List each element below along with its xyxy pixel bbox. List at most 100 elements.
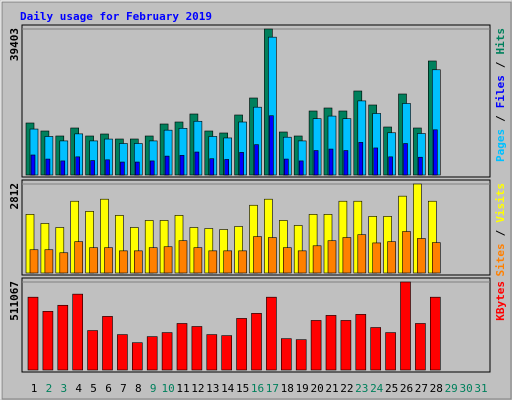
bar (313, 150, 319, 176)
bar (44, 249, 54, 274)
bar (429, 296, 441, 371)
bar (29, 249, 39, 274)
x-tick-label: 15 (236, 382, 249, 395)
bar (340, 320, 352, 371)
bar (176, 323, 188, 371)
bar (298, 160, 304, 176)
bar (223, 250, 232, 274)
bar (402, 231, 411, 274)
bar (357, 234, 367, 274)
bar (30, 154, 36, 176)
bar (161, 332, 173, 371)
bar (253, 236, 262, 274)
bar (432, 129, 438, 176)
bar (208, 250, 218, 274)
axis-title: Sites / Visits (494, 183, 507, 277)
bar (254, 144, 259, 176)
bar (268, 237, 277, 274)
bar (148, 247, 158, 274)
x-tick-label: 18 (281, 382, 294, 395)
bar (117, 334, 128, 371)
bar (57, 304, 69, 371)
x-tick-label: 20 (310, 382, 323, 395)
y-tick-label: 39403 (8, 28, 21, 61)
x-tick-label: 7 (120, 382, 127, 395)
bar (104, 247, 113, 274)
x-tick-label: 30 (459, 382, 472, 395)
bar (87, 330, 98, 371)
x-tick-label: 13 (206, 382, 219, 395)
bar (400, 281, 411, 371)
bar (134, 250, 143, 274)
x-tick-label: 9 (150, 382, 157, 395)
x-tick-label: 26 (400, 382, 413, 395)
bar (209, 158, 215, 176)
x-tick-label: 24 (370, 382, 384, 395)
x-tick-label: 29 (445, 382, 458, 395)
bar (90, 160, 95, 176)
bar (358, 142, 364, 176)
axis-title-part: / (494, 61, 507, 68)
axis-title-part: Sites (494, 243, 507, 276)
axis-title-part: Pages (494, 129, 507, 162)
bar (163, 246, 173, 274)
axis-title: KBytes (494, 281, 507, 321)
y-tick-label: 511067 (8, 281, 21, 321)
bar (327, 240, 337, 274)
bar (236, 318, 247, 371)
bar (191, 326, 203, 371)
bar (105, 159, 110, 176)
x-tick-label: 23 (355, 382, 368, 395)
bar (149, 160, 155, 176)
bar (280, 338, 292, 371)
bar (178, 240, 188, 274)
bar (60, 160, 66, 176)
x-tick-label: 8 (135, 382, 142, 395)
axis-title-part: Hits (494, 28, 507, 55)
bar (388, 156, 393, 176)
bar (343, 150, 349, 176)
bar (387, 241, 396, 274)
bar (370, 327, 382, 371)
x-tick-label: 4 (75, 382, 82, 395)
bar (45, 158, 51, 176)
x-tick-label: 21 (325, 382, 338, 395)
x-tick-label: 2 (46, 382, 53, 395)
bar (59, 252, 69, 274)
bar (179, 155, 185, 176)
bar (385, 332, 396, 371)
bar (417, 238, 426, 274)
bar (418, 156, 423, 176)
bar (431, 242, 441, 274)
x-tick-label: 16 (251, 382, 264, 395)
bar (310, 320, 322, 371)
x-tick-label: 11 (176, 382, 189, 395)
axis-title-part: / (494, 115, 507, 122)
axis-title-part: Visits (494, 183, 507, 223)
bar (74, 241, 83, 274)
bar (283, 158, 289, 176)
bar (355, 314, 367, 371)
bar (102, 316, 113, 371)
x-tick-label: 31 (474, 382, 487, 395)
bar (325, 315, 337, 371)
bar (164, 155, 170, 176)
bar (89, 247, 98, 274)
bar (72, 293, 83, 371)
chart-title: Daily usage for February 2019 (20, 10, 212, 23)
bar (120, 161, 125, 176)
x-tick-label: 25 (385, 382, 398, 395)
x-tick-label: 22 (340, 382, 353, 395)
bar (27, 296, 39, 371)
bar (132, 342, 143, 371)
bar (239, 152, 244, 176)
bar (373, 147, 379, 176)
y-tick-label: 2812 (8, 183, 21, 210)
bar (146, 336, 158, 371)
bar (224, 159, 229, 176)
x-tick-label: 10 (161, 382, 174, 395)
axis-title-part: / (494, 229, 507, 236)
bar (221, 335, 232, 371)
